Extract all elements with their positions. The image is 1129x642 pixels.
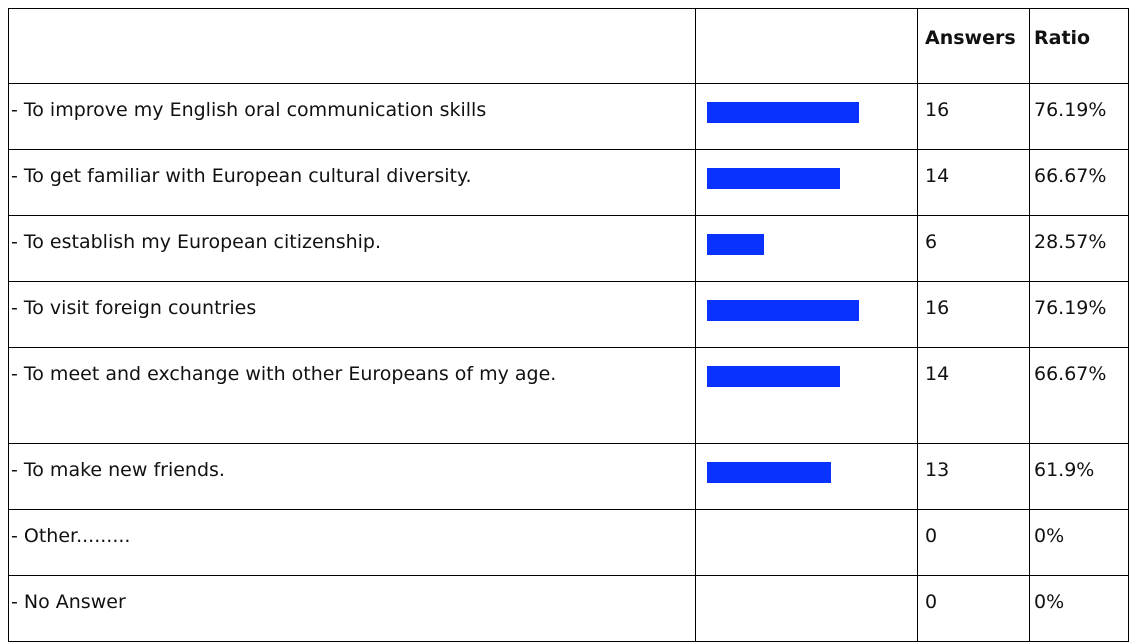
ratio-value: 28.57% — [1029, 215, 1129, 282]
table-row: - To get familiar with European cultural… — [8, 149, 1129, 216]
option-label: - Other......... — [8, 509, 696, 576]
option-label: - To meet and exchange with other Europe… — [8, 347, 696, 444]
ratio-value: 66.67% — [1029, 347, 1129, 444]
answers-count: 16 — [917, 281, 1030, 348]
header-bar-cell — [695, 8, 918, 84]
ratio-value: 0% — [1029, 509, 1129, 576]
bar-cell — [695, 215, 918, 282]
header-row: Answers Ratio — [8, 8, 1129, 84]
option-label: - No Answer — [8, 575, 696, 642]
ratio-value: 76.19% — [1029, 83, 1129, 150]
ratio-bar — [707, 462, 831, 483]
option-label: - To make new friends. — [8, 443, 696, 510]
ratio-value: 0% — [1029, 575, 1129, 642]
bar-cell — [695, 281, 918, 348]
bar-cell — [695, 149, 918, 216]
header-ratio-text: Ratio — [1034, 27, 1091, 49]
bar-cell — [695, 575, 918, 642]
answers-count: 14 — [917, 347, 1030, 444]
ratio-bar — [707, 300, 859, 321]
bar-cell — [695, 509, 918, 576]
table-row: - To visit foreign countries 16 76.19% — [8, 281, 1129, 348]
bar-cell — [695, 347, 918, 444]
answers-count: 13 — [917, 443, 1030, 510]
bar-cell — [695, 443, 918, 510]
answers-count: 14 — [917, 149, 1030, 216]
ratio-bar — [707, 168, 840, 189]
ratio-value: 76.19% — [1029, 281, 1129, 348]
table-row: - Other......... 0 0% — [8, 509, 1129, 576]
table-row: - To improve my English oral communicati… — [8, 83, 1129, 150]
answers-count: 0 — [917, 509, 1030, 576]
header-ratio: Ratio — [1029, 8, 1129, 84]
ratio-value: 66.67% — [1029, 149, 1129, 216]
header-answers: Answers — [917, 8, 1030, 84]
answers-count: 0 — [917, 575, 1030, 642]
header-label-cell — [8, 8, 696, 84]
option-label: - To visit foreign countries — [8, 281, 696, 348]
table-row: - No Answer 0 0% — [8, 575, 1129, 642]
option-label: - To get familiar with European cultural… — [8, 149, 696, 216]
ratio-bar — [707, 234, 764, 255]
ratio-bar — [707, 366, 840, 387]
ratio-value: 61.9% — [1029, 443, 1129, 510]
answers-count: 6 — [917, 215, 1030, 282]
option-label: - To improve my English oral communicati… — [8, 83, 696, 150]
survey-results-table: Answers Ratio - To improve my English or… — [8, 8, 1129, 642]
header-answers-text: Answers — [925, 27, 1016, 49]
table-row: - To establish my European citizenship. … — [8, 215, 1129, 282]
option-label: - To establish my European citizenship. — [8, 215, 696, 282]
table-row: - To make new friends. 13 61.9% — [8, 443, 1129, 510]
answers-count: 16 — [917, 83, 1030, 150]
bar-cell — [695, 83, 918, 150]
table-row: - To meet and exchange with other Europe… — [8, 347, 1129, 444]
ratio-bar — [707, 102, 859, 123]
